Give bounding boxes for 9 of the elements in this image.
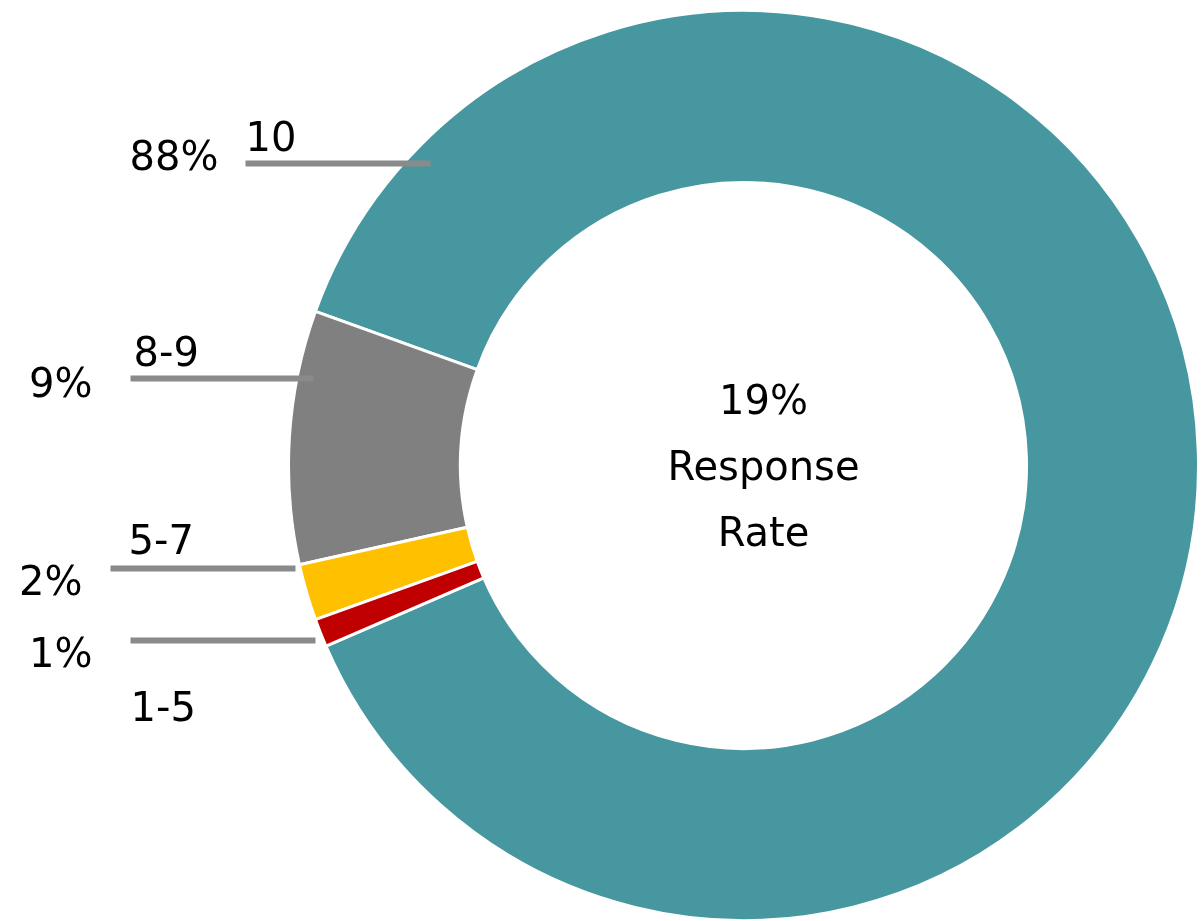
data-label: 1% [29, 629, 93, 676]
slice-label: 10 [245, 113, 297, 160]
data-label: 88% [129, 132, 219, 179]
data-label: 9% [29, 359, 93, 406]
slice-label: 1-5 [130, 683, 196, 730]
data-label: 2% [19, 557, 83, 604]
text: 19% Response Rate [667, 376, 860, 555]
slice-label: 8-9 [133, 328, 199, 375]
slice-label: 5-7 [128, 516, 194, 563]
